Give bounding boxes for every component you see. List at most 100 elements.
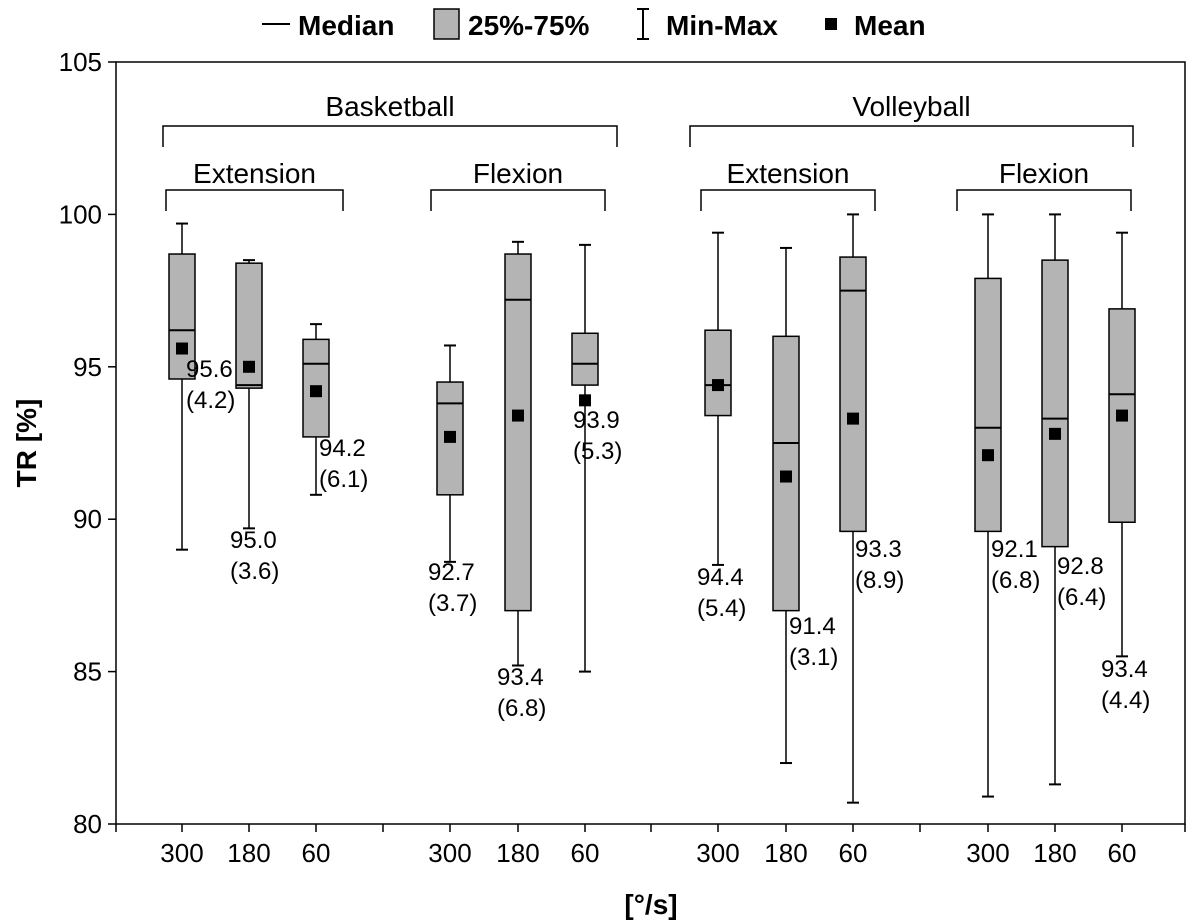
x-axis-label: [°/s] — [624, 889, 677, 920]
mean-marker — [579, 394, 591, 407]
x-tick-label: 60 — [571, 838, 600, 868]
box-11 — [1108, 231, 1136, 658]
x-tick-label: 300 — [966, 838, 1009, 868]
box-9 — [974, 213, 1002, 798]
basketball-flexion-label: Flexion — [473, 158, 563, 189]
mean-marker — [712, 379, 724, 392]
basketball-extension-label: Extension — [193, 158, 316, 189]
x-tick-label: 60 — [1108, 838, 1137, 868]
iqr-box — [504, 253, 532, 612]
mean-marker — [310, 385, 322, 398]
box-8 — [839, 213, 867, 804]
mean-value-label: 93.9 — [573, 407, 620, 434]
sd-value-label: (5.3) — [573, 438, 622, 465]
basketball-group-bracket — [162, 125, 618, 147]
sd-value-label: (3.6) — [230, 558, 279, 585]
box-10 — [1041, 213, 1069, 786]
legend-whisker-symbol — [637, 8, 649, 40]
mean-value-label: 95.6 — [186, 356, 233, 383]
mean-marker — [847, 412, 859, 425]
volleyball-extension-bracket — [700, 189, 876, 211]
y-tick-label: 80 — [73, 809, 102, 839]
mean-value-label: 94.2 — [319, 435, 366, 462]
mean-value-label: 93.4 — [497, 664, 544, 691]
volleyball-group-bracket — [689, 125, 1134, 147]
legend-median-label: Median — [298, 10, 394, 41]
iqr-box — [974, 277, 1002, 533]
volleyball-group-label: Volleyball — [852, 91, 970, 122]
basketball-extension-bracket — [165, 189, 344, 211]
box-0 — [168, 222, 196, 551]
x-tick-label: 300 — [160, 838, 203, 868]
boxes — [168, 213, 1136, 804]
y-tick-label: 90 — [73, 504, 102, 534]
mean-marker — [243, 360, 255, 373]
sd-value-label: (6.1) — [319, 466, 368, 493]
x-tick-label: 60 — [302, 838, 331, 868]
iqr-box — [571, 332, 599, 386]
volleyball-extension-label: Extension — [727, 158, 850, 189]
x-tick-label: 180 — [496, 838, 539, 868]
mean-value-label: 95.0 — [230, 527, 277, 554]
basketball-group-label: Basketball — [325, 91, 454, 122]
y-tick-label: 100 — [59, 199, 102, 229]
sd-value-label: (3.7) — [428, 590, 477, 617]
x-tick-label: 60 — [839, 838, 868, 868]
mean-marker — [512, 409, 524, 422]
iqr-box — [1041, 259, 1069, 548]
sd-value-label: (6.8) — [991, 567, 1040, 594]
volleyball-flexion-label: Flexion — [999, 158, 1089, 189]
mean-value-label: 92.1 — [991, 536, 1038, 563]
mean-value-label: 92.8 — [1057, 553, 1104, 580]
mean-value-label: 93.4 — [1101, 656, 1148, 683]
y-tick-label: 85 — [73, 657, 102, 687]
iqr-box — [168, 253, 196, 380]
mean-marker — [1116, 409, 1128, 422]
iqr-box — [704, 329, 732, 417]
legend-minmax-label: Min-Max — [666, 10, 778, 41]
mean-value-label: 94.4 — [697, 564, 744, 591]
box-2 — [302, 323, 330, 496]
sd-value-label: (4.2) — [186, 387, 235, 414]
y-tick-label: 95 — [73, 352, 102, 382]
sd-value-label: (6.4) — [1057, 584, 1106, 611]
box-1 — [235, 259, 263, 530]
box-5 — [571, 243, 599, 673]
x-tick-label: 180 — [764, 838, 807, 868]
volleyball-flexion-bracket — [956, 189, 1132, 211]
box-4 — [504, 240, 532, 667]
group-brackets: Basketball Volleyball Extension Flexion Exte… — [162, 91, 1134, 211]
sd-value-label: (4.4) — [1101, 687, 1150, 714]
x-tick-label: 180 — [227, 838, 270, 868]
y-tick-label: 105 — [59, 47, 102, 77]
legend: Median 25%-75% Min-Max Mean — [262, 8, 926, 41]
x-tick-label: 180 — [1033, 838, 1076, 868]
mean-value-label: 93.3 — [855, 536, 902, 563]
y-axis-label: TR [%] — [11, 399, 42, 488]
x-axis: 300 180 60 300 180 60 300 180 60 300 180 60 — [115, 824, 1186, 868]
legend-box-label: 25%-75% — [468, 10, 590, 41]
mean-marker — [780, 470, 792, 483]
x-tick-label: 300 — [696, 838, 739, 868]
box-3 — [436, 344, 464, 563]
sd-value-label: (8.9) — [855, 567, 904, 594]
sd-value-label: (3.1) — [789, 644, 838, 671]
sd-value-label: (6.8) — [497, 695, 546, 722]
mean-value-label: 91.4 — [789, 613, 836, 640]
y-axis: 80 85 90 95 100 105 — [59, 47, 116, 839]
mean-value-label: 92.7 — [428, 559, 475, 586]
x-tick-label: 300 — [428, 838, 471, 868]
legend-mean-symbol — [825, 18, 837, 30]
mean-marker — [444, 430, 456, 443]
iqr-box — [839, 256, 867, 533]
mean-marker — [176, 342, 188, 355]
mean-annotations: 95.6 (4.2) 95.0 (3.6) 94.2 (6.1) 92.7 (3.7) 93.4… — [186, 356, 1150, 722]
legend-mean-label: Mean — [854, 10, 926, 41]
basketball-flexion-bracket — [430, 189, 606, 211]
mean-marker — [1049, 427, 1061, 440]
box-6 — [704, 231, 732, 566]
sd-value-label: (5.4) — [697, 595, 746, 622]
legend-box-symbol — [433, 8, 460, 40]
mean-marker — [982, 449, 994, 462]
